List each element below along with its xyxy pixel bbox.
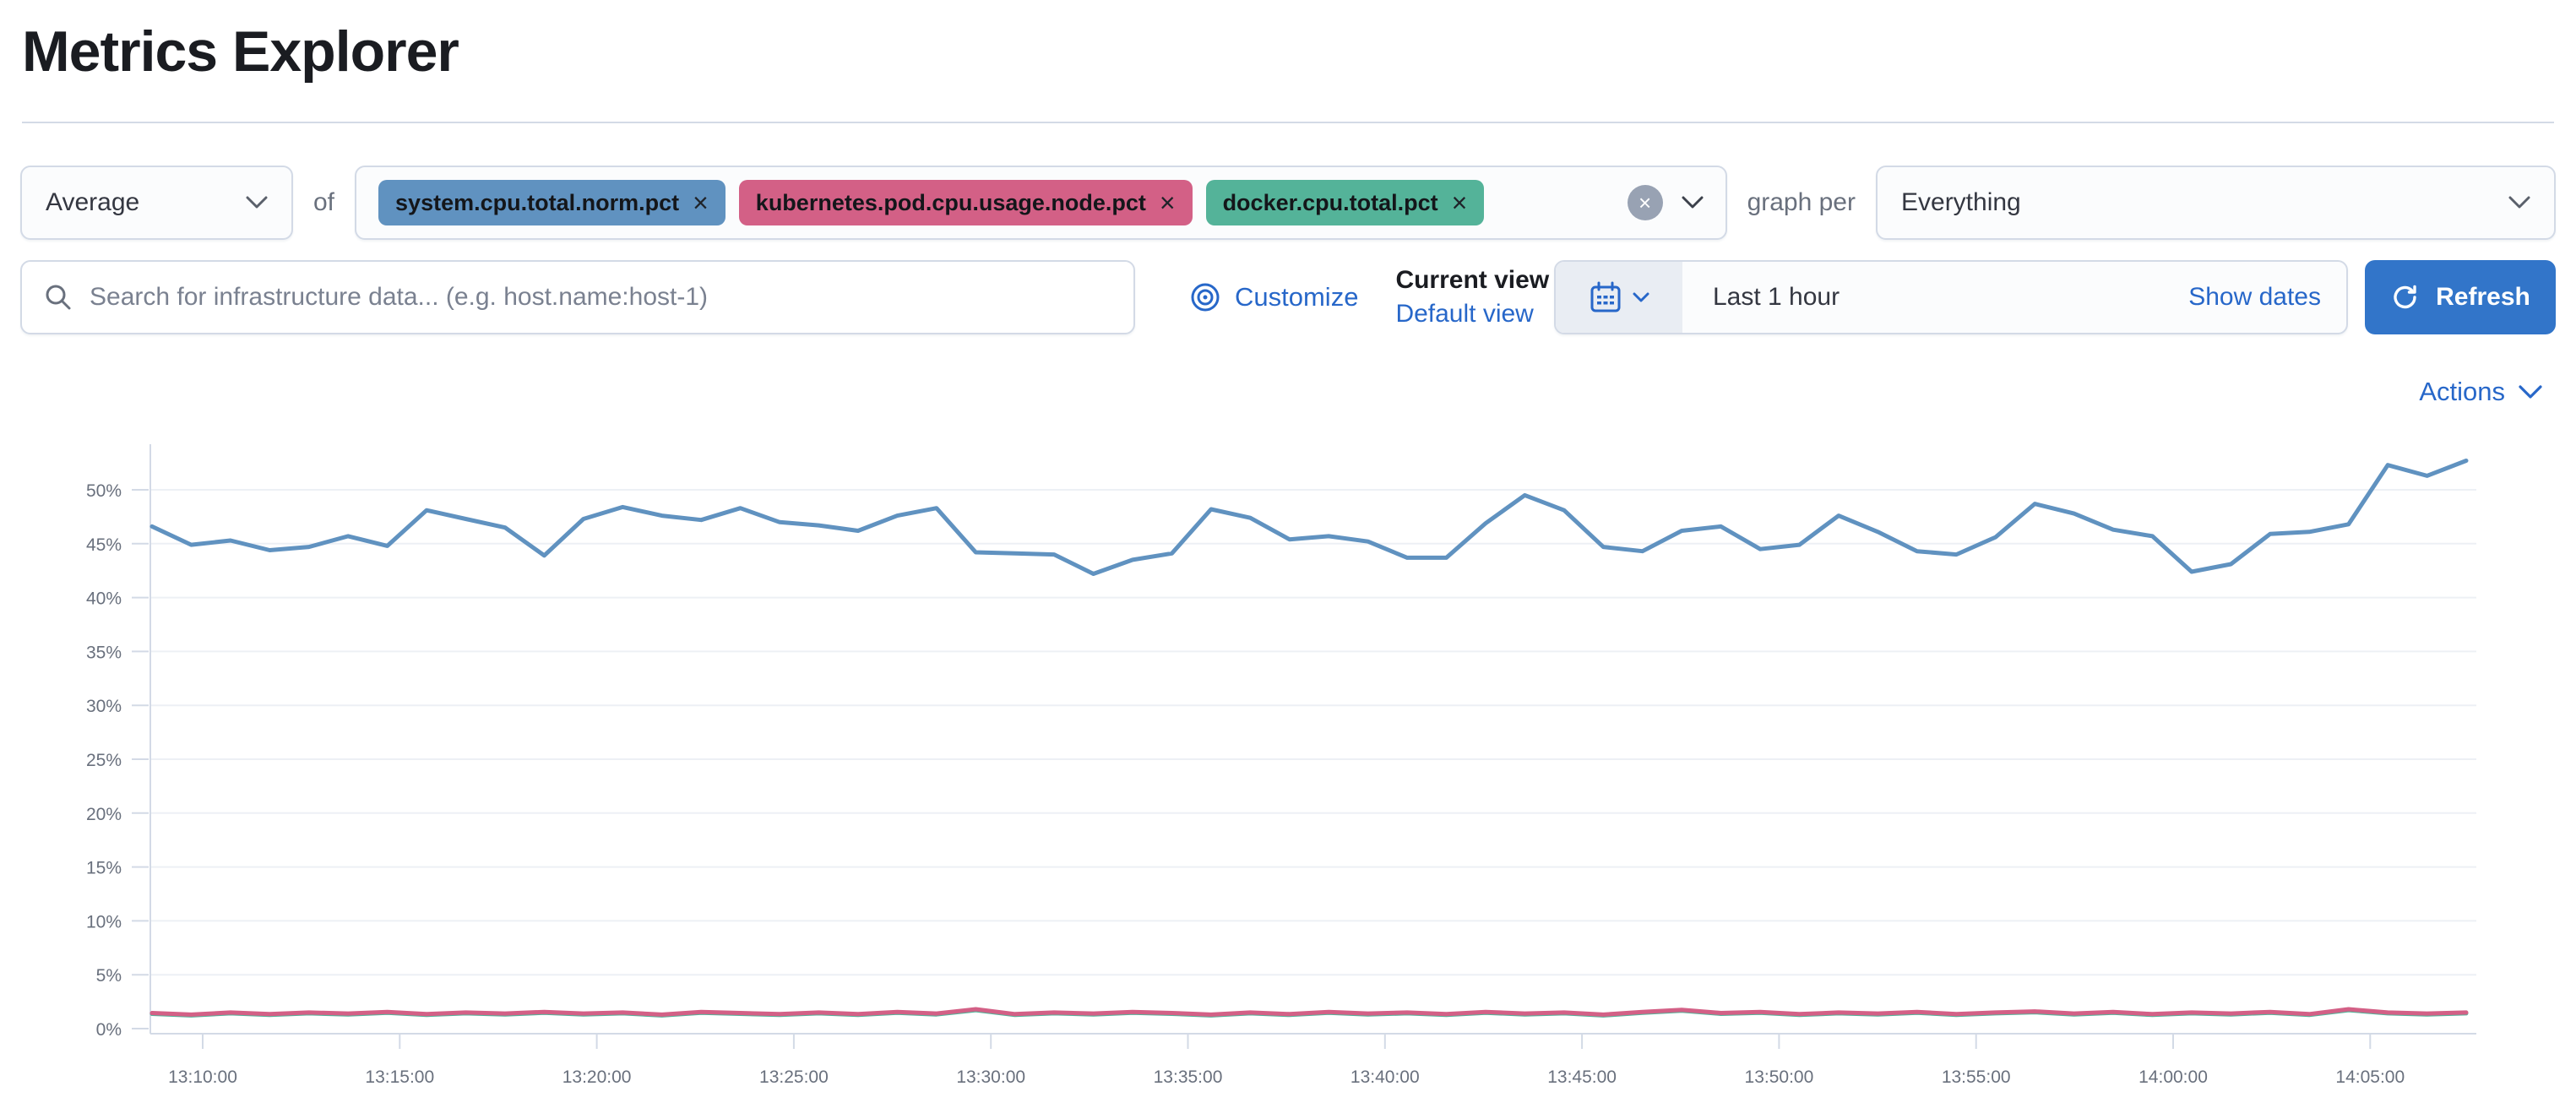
remove-metric-icon[interactable]: ×	[693, 187, 709, 218]
of-label: of	[313, 188, 335, 216]
y-axis-label: 20%	[86, 805, 122, 824]
clear-metrics-button[interactable]: ×	[1627, 185, 1663, 220]
remove-metric-icon[interactable]: ×	[1159, 187, 1176, 218]
quick-select-button[interactable]	[1556, 262, 1682, 333]
y-axis-label: 40%	[86, 589, 122, 609]
x-axis-label: 14:00:00	[2139, 1067, 2208, 1087]
y-axis-label: 50%	[86, 481, 122, 501]
series-line-Average(kubernetes.pod.cpu.usage.node.pct)	[149, 1007, 2469, 1017]
page-title: Metrics Explorer	[22, 19, 459, 84]
default-view-link[interactable]: Default view	[1395, 300, 1534, 328]
x-axis-label: 14:05:00	[2335, 1067, 2405, 1087]
metrics-chart-svg[interactable]: 0% 5% 10% 15% 20% 25% 30% 35% 40% 45% 50% 13:10:00 1…	[34, 424, 2534, 1100]
x-axis-label: 13:10:00	[168, 1067, 237, 1087]
refresh-button[interactable]: Refresh	[2365, 260, 2556, 334]
remove-metric-icon[interactable]: ×	[1451, 187, 1468, 218]
x-axis-label: 13:35:00	[1154, 1067, 1223, 1087]
calendar-icon	[1590, 281, 1621, 312]
metrics-combo-box[interactable]: system.cpu.total.norm.pct × kubernetes.pod…	[355, 166, 1727, 240]
series-line-Average(system.cpu.total.norm.pct)	[149, 459, 2469, 576]
chevron-down-icon	[246, 196, 268, 209]
aggregation-select[interactable]: Average	[20, 166, 293, 240]
time-range-picker: Last 1 hour Show dates	[1554, 260, 2348, 334]
refresh-label: Refresh	[2436, 283, 2530, 311]
x-axis-label: 13:40:00	[1350, 1067, 1420, 1087]
metric-config-row: Average of system.cpu.total.norm.pct × kub…	[20, 166, 2556, 240]
metric-tag-0[interactable]: system.cpu.total.norm.pct ×	[378, 180, 726, 225]
filter-row: Customize Current view Default view	[20, 260, 2556, 334]
actions-label: Actions	[2419, 377, 2505, 406]
current-view-label: Current view	[1395, 266, 1550, 294]
show-dates-link[interactable]: Show dates	[2188, 283, 2321, 311]
group-by-select[interactable]: Everything	[1876, 166, 2556, 240]
actions-menu-button[interactable]: Actions	[0, 368, 2542, 416]
time-range-value[interactable]: Last 1 hour	[1713, 283, 1840, 311]
search-box	[20, 260, 1135, 334]
y-axis-label: 35%	[86, 643, 122, 662]
x-axis-label: 13:25:00	[759, 1067, 829, 1087]
x-axis-label: 13:50:00	[1745, 1067, 1814, 1087]
x-axis-label: 13:15:00	[365, 1067, 434, 1087]
y-axis-label: 25%	[86, 751, 122, 770]
search-input[interactable]	[90, 283, 1111, 312]
group-by-value: Everything	[1901, 188, 2021, 216]
customize-label: Customize	[1235, 282, 1359, 312]
metric-tag-label: system.cpu.total.norm.pct	[395, 189, 680, 215]
y-axis-label: 10%	[86, 912, 122, 931]
y-axis-label: 45%	[86, 535, 122, 555]
metric-tag-label: docker.cpu.total.pct	[1222, 189, 1438, 215]
y-axis-label: 30%	[86, 697, 122, 716]
metric-tag-2[interactable]: docker.cpu.total.pct ×	[1205, 180, 1485, 225]
customize-icon	[1191, 283, 1220, 312]
search-icon	[46, 285, 71, 310]
view-block: Current view Default view	[1395, 266, 1549, 329]
y-axis-label: 0%	[96, 1020, 122, 1040]
chevron-down-icon	[2508, 196, 2530, 209]
x-axis-label: 13:30:00	[956, 1067, 1025, 1087]
metric-tag-list: system.cpu.total.norm.pct × kubernetes.pod…	[378, 180, 1485, 225]
y-axis-label: 5%	[96, 966, 122, 986]
combo-controls: ×	[1627, 185, 1704, 220]
chevron-down-icon	[2519, 384, 2542, 399]
x-axis-label: 13:55:00	[1942, 1067, 2011, 1087]
customize-button[interactable]: Customize	[1189, 281, 1358, 313]
graph-per-label: graph per	[1747, 188, 1856, 216]
title-divider	[22, 122, 2554, 123]
metrics-explorer-page: Metrics Explorer Average of system.cpu.t…	[0, 19, 2576, 1108]
chevron-down-icon	[1633, 292, 1649, 301]
x-axis-label: 13:20:00	[562, 1067, 632, 1087]
metrics-chart[interactable]: 0% 5% 10% 15% 20% 25% 30% 35% 40% 45% 50% 13:10:00 1…	[34, 424, 2576, 1104]
x-axis-label: 13:45:00	[1547, 1067, 1617, 1087]
y-axis-label: 15%	[86, 859, 122, 878]
metric-tag-1[interactable]: kubernetes.pod.cpu.usage.node.pct ×	[738, 180, 1193, 225]
refresh-icon	[2394, 285, 2416, 309]
chevron-down-icon[interactable]	[1682, 196, 1704, 209]
metric-tag-label: kubernetes.pod.cpu.usage.node.pct	[755, 189, 1146, 215]
aggregation-value: Average	[46, 188, 140, 216]
